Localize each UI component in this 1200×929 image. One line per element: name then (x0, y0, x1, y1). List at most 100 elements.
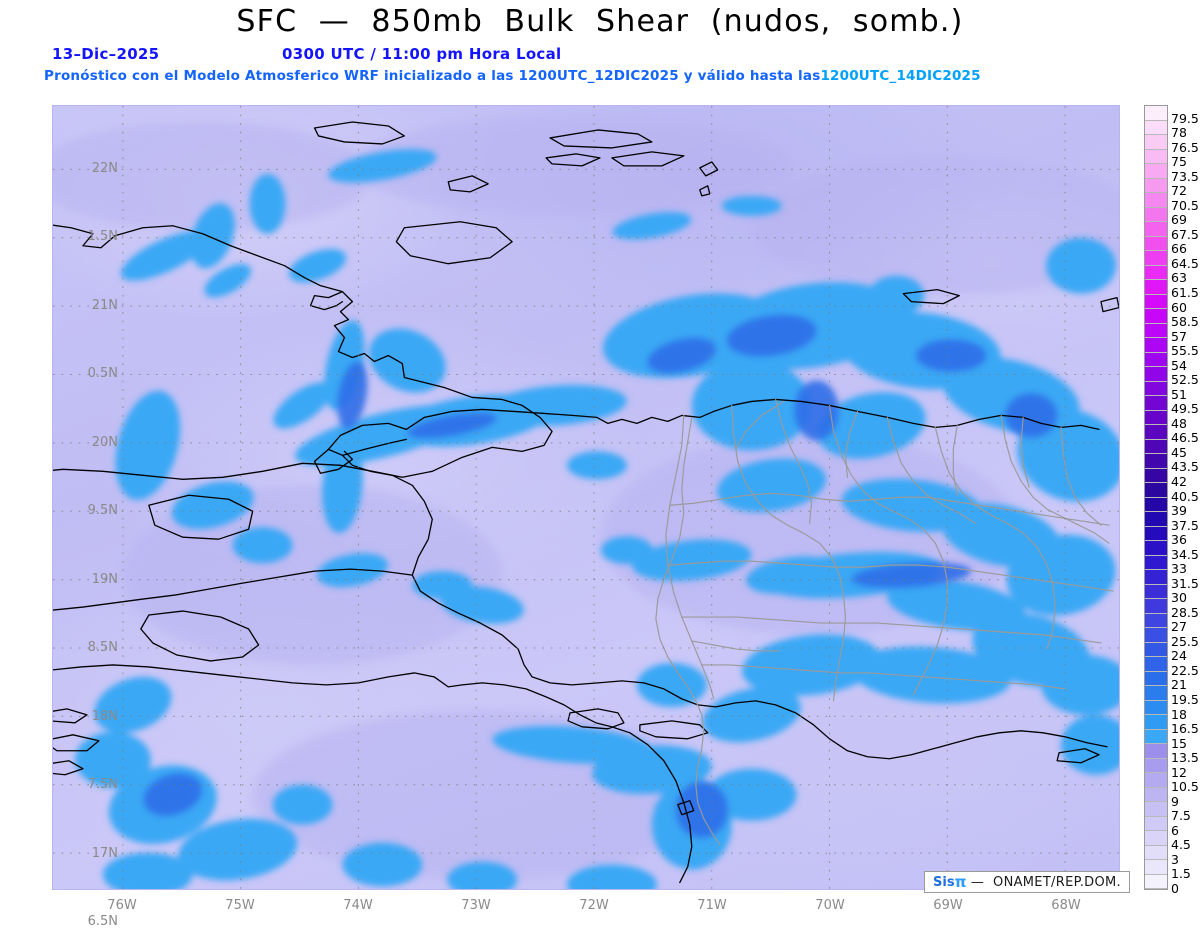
colorbar-swatch (1145, 207, 1167, 222)
colorbar-tick-label: 15 (1171, 735, 1187, 751)
colorbar-tick-label: 27 (1171, 619, 1187, 635)
colorbar-swatch (1145, 410, 1167, 425)
x-axis-tick-label: 73W (461, 898, 491, 913)
colorbar-swatch (1145, 773, 1167, 788)
colorbar-tick-label: 73.5 (1171, 168, 1199, 184)
colorbar-tick-label: 78 (1171, 125, 1187, 141)
colorbar-swatch (1145, 729, 1167, 744)
colorbar-tick-label: 45 (1171, 444, 1187, 460)
colorbar-tick-label: 10.5 (1171, 779, 1199, 795)
colorbar-tick-label: 6 (1171, 822, 1179, 838)
colorbar-swatch (1145, 193, 1167, 208)
colorbar-swatch (1145, 483, 1167, 498)
colorbar-tick-labels: 0 1.5 3 4.5 6 7.5 9 10.5 12 13.5 15 16.5 18 19.5 21 22.… (1171, 105, 1200, 895)
x-axis-tick-label: 74W (343, 898, 373, 913)
forecast-time: 0300 UTC / 11:00 pm Hora Local (282, 45, 562, 63)
colorbar-swatch (1145, 512, 1167, 527)
colorbar-tick-label: 36 (1171, 532, 1187, 548)
colorbar-swatch (1145, 845, 1167, 860)
x-axis-tick-label: 70W (815, 898, 845, 913)
colorbar-tick-label: 25.5 (1171, 633, 1199, 649)
colorbar-tick-label: 18 (1171, 706, 1187, 722)
colorbar-swatch (1145, 874, 1167, 889)
colorbar-swatch (1145, 526, 1167, 541)
colorbar-tick-label: 21 (1171, 677, 1187, 693)
watermark-sis-text: Sis (933, 874, 955, 890)
y-axis-tick-label: 17N (91, 845, 118, 861)
colorbar-swatch (1145, 497, 1167, 512)
colorbar-swatch (1145, 164, 1167, 179)
colorbar-swatch (1145, 468, 1167, 483)
x-axis-tick-label: 68W (1051, 898, 1081, 913)
colorbar-swatch (1145, 555, 1167, 570)
colorbar-swatch (1145, 367, 1167, 382)
colorbar-tick-label: 57 (1171, 328, 1187, 344)
colorbar-tick-label: 39 (1171, 503, 1187, 519)
colorbar-swatch (1145, 715, 1167, 730)
map-plot-area (52, 105, 1120, 890)
colorbar-tick-label: 28.5 (1171, 604, 1199, 620)
colorbar-tick-label: 79.5 (1171, 110, 1199, 126)
colorbar-swatch (1145, 599, 1167, 614)
forecast-date: 13–Dic–2025 (52, 45, 160, 63)
colorbar-swatch (1145, 396, 1167, 411)
colorbar-swatch (1145, 135, 1167, 150)
coastline-and-borders-overlay (53, 121, 1119, 884)
colorbar-tick-label: 58.5 (1171, 314, 1199, 330)
y-axis-tick-label: 18N (91, 708, 118, 724)
colorbar-swatch (1145, 236, 1167, 251)
shear-field-blue-contours (53, 115, 1119, 889)
colorbar-tick-label: 72 (1171, 183, 1187, 199)
colorbar-tick-label: 48 (1171, 415, 1187, 431)
colorbar-tick-label: 1.5 (1171, 866, 1191, 882)
colorbar-tick-label: 31.5 (1171, 575, 1199, 591)
colorbar-tick-label: 40.5 (1171, 488, 1199, 504)
colorbar-tick-label: 34.5 (1171, 546, 1199, 562)
colorbar-swatch (1145, 671, 1167, 686)
colorbar-tick-label: 4.5 (1171, 837, 1191, 853)
colorbar-swatch (1145, 831, 1167, 846)
colorbar-swatch (1145, 541, 1167, 556)
colorbar-swatch (1145, 613, 1167, 628)
colorbar-tick-label: 37.5 (1171, 517, 1199, 533)
watermark-org-text: — ONAMET/REP.DOM. (966, 874, 1121, 890)
colorbar-tick-label: 55.5 (1171, 343, 1199, 359)
colorbar-swatch (1145, 265, 1167, 280)
colorbar-tick-label: 67.5 (1171, 226, 1199, 242)
colorbar-tick-label: 70.5 (1171, 197, 1199, 213)
colorbar-tick-label: 61.5 (1171, 284, 1199, 300)
colorbar-tick-label: 46.5 (1171, 430, 1199, 446)
colorbar-tick-label: 54 (1171, 357, 1187, 373)
colorbar-tick-label: 12 (1171, 764, 1187, 780)
colorbar-swatch (1145, 628, 1167, 643)
colorbar-swatch (1145, 816, 1167, 831)
colorbar-tick-label: 76.5 (1171, 139, 1199, 155)
model-valid-time: 1200UTC_14DIC2025 (820, 68, 981, 84)
colorbar-tick-label: 13.5 (1171, 750, 1199, 766)
colorbar-swatch (1145, 787, 1167, 802)
colorbar-swatch (1145, 686, 1167, 701)
colorbar-swatch (1145, 106, 1167, 121)
x-axis-tick-label: 72W (579, 898, 609, 913)
colorbar-swatch (1145, 309, 1167, 324)
colorbar-tick-label: 51 (1171, 386, 1187, 402)
colorbar-tick-label: 22.5 (1171, 662, 1199, 678)
colorbar-swatch (1145, 860, 1167, 875)
colorbar-tick-label: 30 (1171, 590, 1187, 606)
x-axis-tick-label: 75W (225, 898, 255, 913)
pi-icon: π (954, 873, 967, 891)
colorbar-tick-label: 66 (1171, 241, 1187, 257)
colorbar-swatch (1145, 584, 1167, 599)
colorbar-swatch (1145, 758, 1167, 773)
model-info: Pronóstico con el Modelo Atmosferico WRF… (44, 68, 981, 84)
colorbar-tick-label: 16.5 (1171, 721, 1199, 737)
colorbar-swatch (1145, 352, 1167, 367)
y-axis-tick-label: 6.5N (87, 914, 118, 929)
colorbar-swatch (1145, 657, 1167, 672)
colorbar-swatch (1145, 700, 1167, 715)
shear-colorbar (1144, 105, 1168, 890)
colorbar-tick-label: 19.5 (1171, 692, 1199, 708)
colorbar-tick-label: 9 (1171, 793, 1179, 809)
colorbar-swatch (1145, 280, 1167, 295)
x-axis-tick-label: 69W (933, 898, 963, 913)
